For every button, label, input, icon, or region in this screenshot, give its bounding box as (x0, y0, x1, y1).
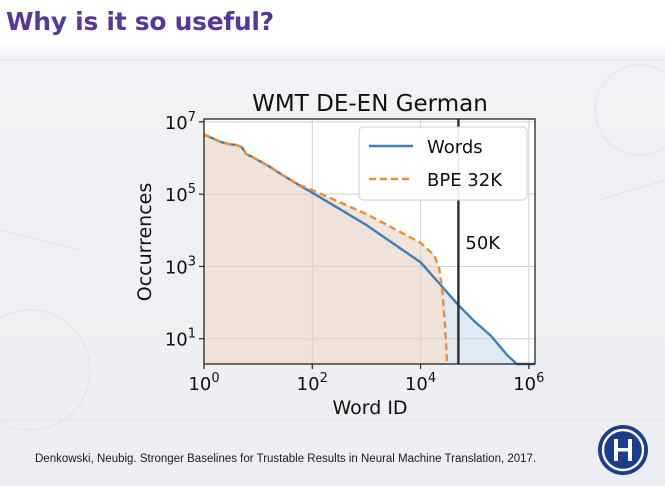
citation-text: Denkowski, Neubig. Stronger Baselines fo… (35, 453, 537, 465)
x-tick-label-3: 104 (405, 371, 436, 395)
vline-label: 50K (465, 233, 501, 254)
x-tick-label-1: 100 (188, 371, 219, 395)
x-tick-label-2: 102 (297, 371, 328, 395)
x-tick-label-4: 106 (513, 371, 544, 395)
legend-label-1: Words (427, 137, 483, 158)
series-area-2 (204, 134, 448, 364)
y-axis-label: Occurrences (134, 183, 156, 302)
chart-legend: Words BPE 32K (358, 126, 528, 201)
chart-title: WMT DE-EN German (252, 91, 488, 117)
series-line-2 (203, 133, 449, 365)
hse-university-logo-icon (598, 425, 648, 475)
x-axis-label: Word ID (332, 397, 407, 419)
plot-frame (203, 118, 536, 365)
y-tick-label-1: 101 (165, 327, 196, 351)
plot-area: 50K 100 102 104 106 101 103 105 107 Words BPE 32K (165, 110, 545, 395)
legend-label-2: BPE 32K (427, 170, 503, 191)
y-tick-label-4: 107 (165, 110, 196, 134)
y-tick-label-3: 105 (165, 182, 196, 206)
slide-title: Why is it so useful? (6, 7, 274, 36)
y-tick-label-2: 103 (165, 254, 196, 278)
